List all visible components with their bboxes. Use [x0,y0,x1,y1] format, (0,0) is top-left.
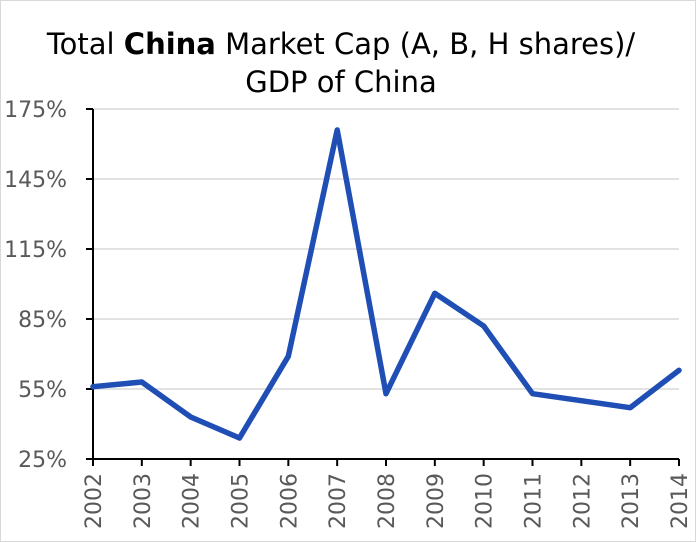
x-tick-label: 2012 [570,473,595,529]
data-point [676,367,682,373]
data-point [383,391,389,397]
y-tick-label: 85% [18,308,67,333]
data-point [432,290,438,296]
x-tick-label: 2010 [473,473,498,529]
x-tick-label: 2002 [82,473,107,529]
y-tick-label: 175% [4,98,67,123]
y-tick-label: 145% [4,168,67,193]
data-point [627,405,633,411]
y-tick-label: 55% [18,378,67,403]
y-tick-label: 115% [4,238,67,263]
data-point [139,379,145,385]
chart-title-prefix: Total [46,27,124,61]
data-point [578,398,584,404]
x-tick-label: 2005 [229,473,254,529]
data-point [285,353,291,359]
data-point [188,414,194,420]
data-point [334,127,340,133]
x-tick-label: 2004 [180,473,205,529]
x-tick-label: 2008 [375,473,400,529]
y-tick-label: 25% [18,448,67,473]
chart-title-bold: China [123,27,216,61]
x-tick-label: 2007 [326,473,351,529]
data-point [530,391,535,397]
data-point [237,435,242,441]
x-tick-label: 2006 [277,473,302,529]
chart-title: Total China Market Cap (A, B, H shares)/… [21,25,661,101]
data-point [481,323,487,329]
x-tick-label: 2011 [522,473,547,529]
x-tick-label: 2009 [424,473,449,529]
x-tick-label: 2013 [619,473,644,529]
x-tick-label: 2003 [131,473,156,529]
data-point [90,384,96,390]
x-tick-label: 2014 [668,473,693,529]
chart-title-suffix: Market Cap (A, B, H shares)/ GDP of Chin… [215,27,636,99]
